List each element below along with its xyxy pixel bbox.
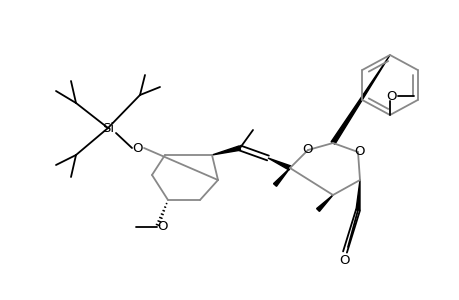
Text: O: O xyxy=(133,142,143,154)
Text: O: O xyxy=(386,89,397,103)
Polygon shape xyxy=(212,146,240,155)
Text: O: O xyxy=(354,145,364,158)
Polygon shape xyxy=(273,168,289,186)
Text: Si: Si xyxy=(102,122,114,134)
Polygon shape xyxy=(330,55,389,144)
Text: O: O xyxy=(157,220,168,233)
Text: O: O xyxy=(339,254,349,266)
Polygon shape xyxy=(316,195,332,211)
Polygon shape xyxy=(355,180,359,210)
Text: O: O xyxy=(302,142,313,155)
Polygon shape xyxy=(268,158,290,170)
